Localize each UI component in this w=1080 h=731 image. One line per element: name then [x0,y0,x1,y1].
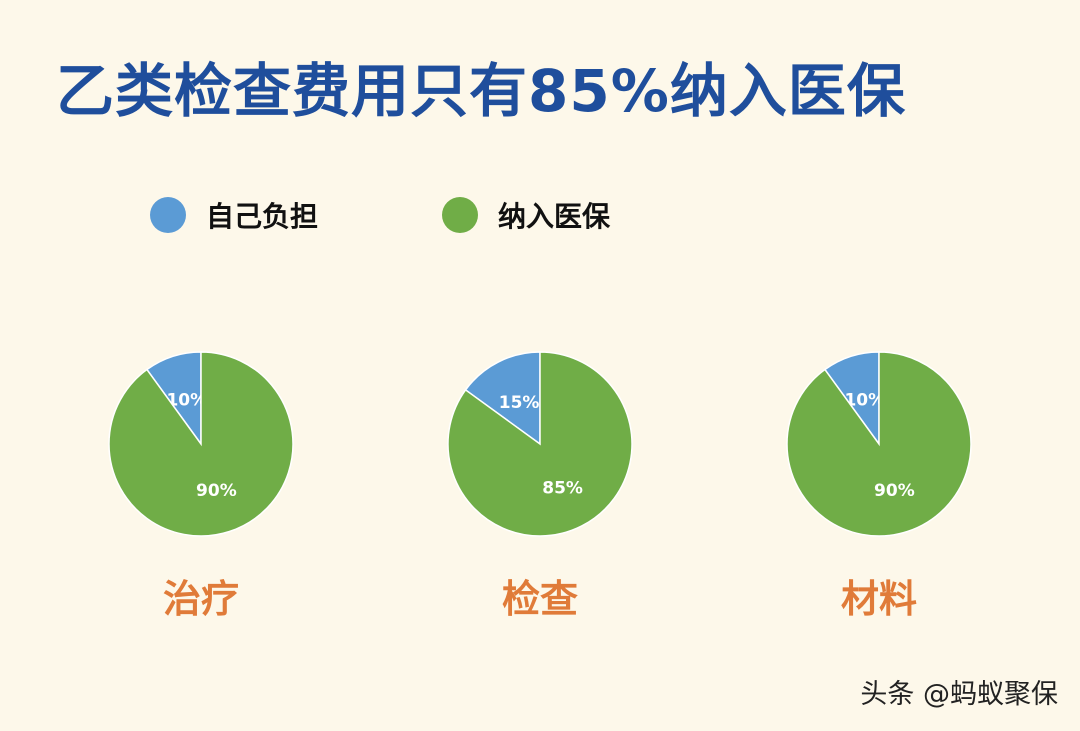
pie-data-label-self-pay: 15% [499,393,540,413]
pie-chart-3: 10% 90% [786,351,972,537]
legend-label-insured: 纳入医保 [498,200,611,233]
legend-label-self-pay: 自己负担 [206,200,319,233]
pie-slice-insured [786,351,972,537]
pie-chart-1: 10% 90% [108,351,294,537]
category-label-treatment: 治疗 [162,577,239,621]
pie-data-label-insured: 90% [874,481,915,501]
pie-data-label-self-pay: 10% [844,390,885,410]
pie-data-label-insured: 85% [542,478,583,498]
pie-chart-2: 15% 85% [447,351,633,537]
watermark: 头条 @蚂蚁聚保 [860,679,1058,710]
pie-slice-insured [447,351,633,537]
pie-slice-insured [108,351,294,537]
pie-data-label-self-pay: 10% [166,390,207,410]
legend-swatch-self-pay [150,197,186,233]
legend-item-insured: 纳入医保 [442,195,610,235]
legend-item-self-pay: 自己负担 [150,195,318,235]
category-label-examination: 检查 [501,577,578,621]
legend-swatch-insured [442,197,478,233]
category-label-materials: 材料 [840,577,917,621]
pie-slice-self-pay [464,351,541,446]
page-title: 乙类检查费用只有85%纳入医保 [56,57,906,125]
pie-data-label-insured: 90% [196,481,237,501]
